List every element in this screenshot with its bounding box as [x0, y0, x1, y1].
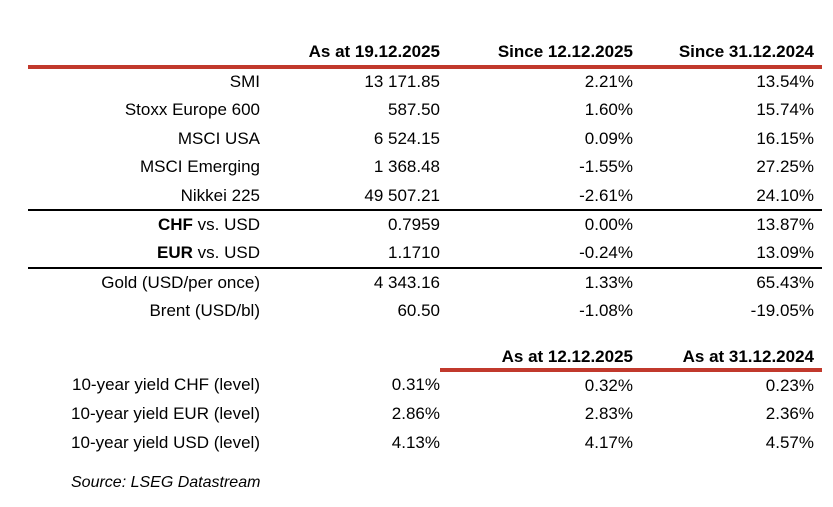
label-bold-part: EUR — [157, 242, 193, 262]
header-spacer — [28, 39, 260, 69]
since-week-cell: 0.09% — [584, 128, 633, 148]
level-cell: 60.50 — [397, 300, 440, 320]
level-cell: 4 343.16 — [260, 266, 440, 297]
level-cell: 587.50 — [388, 100, 440, 120]
label-cell: 10-year yield CHF (level) — [72, 374, 260, 394]
since-ytd-cell: 13.87% — [633, 209, 822, 240]
since-ytd-cell: 27.25% — [756, 157, 814, 177]
label-cell: SMI — [28, 67, 260, 96]
since-week-cell: 1.33% — [440, 266, 633, 297]
label-text: vs. USD — [192, 242, 260, 262]
main-table-header-row: As at 19.12.2025 Since 12.12.2025 Since … — [28, 39, 822, 69]
table-row-yield-usd: 10-year yield USD (level) 4.13% 4.17% 4.… — [28, 428, 822, 457]
since-week-cell: 2.21% — [584, 72, 633, 92]
label-cell: CHF vs. USD — [28, 209, 260, 240]
label-text: MSCI Emerging — [140, 157, 260, 177]
since-ytd-cell: 13.54% — [756, 72, 814, 92]
since-week-cell: -1.08% — [579, 300, 633, 320]
level-cell: 0.7959 — [260, 209, 440, 240]
table-row-smi: SMI 13 171.85 2.21% 13.54% — [28, 67, 822, 96]
since-ytd-cell: 65.43% — [633, 266, 822, 297]
since-week-cell: -0.24% — [579, 242, 633, 262]
label-text: Brent (USD/bl) — [149, 300, 260, 320]
level-cell: 2.86% — [391, 403, 440, 423]
since-week-cell: -2.61% — [579, 185, 633, 205]
header-spacer — [260, 346, 440, 370]
source-note: Source: LSEG Datastream — [71, 474, 261, 491]
since-ytd-cell: 15.74% — [756, 100, 814, 120]
column-header-since-week: Since 12.12.2025 — [440, 39, 633, 69]
label-cell: Stoxx Europe 600 — [28, 96, 260, 125]
label-bold-part: CHF — [157, 215, 193, 235]
year-end-cell: 2.36% — [765, 403, 814, 423]
table-row-chf-usd: CHF vs. USD 0.7959 0.00% 13.87% — [28, 209, 822, 240]
label-cell: 10-year yield USD (level) — [71, 432, 260, 452]
label-text: vs. USD — [192, 215, 260, 235]
level-cell: 4.13% — [391, 432, 440, 452]
label-cell: Gold (USD/per once) — [28, 266, 260, 297]
since-week-cell: 0.00% — [440, 209, 633, 240]
column-header-since-ytd: Since 31.12.2024 — [633, 39, 822, 69]
table-row-brent: Brent (USD/bl) 60.50 -1.08% -19.05% — [28, 297, 822, 326]
yields-table-header-row: As at 12.12.2025 As at 31.12.2024 — [28, 346, 822, 372]
table-row-msci-emerging: MSCI Emerging 1 368.48 -1.55% 27.25% — [28, 153, 822, 182]
since-ytd-cell: 13.09% — [756, 242, 814, 262]
level-cell: 49 507.21 — [364, 185, 440, 205]
table-row-yield-chf: 10-year yield CHF (level) 0.31% 0.32% 0.… — [28, 370, 822, 399]
column-header-prev-week: As at 12.12.2025 — [440, 346, 633, 372]
label-text: MSCI USA — [177, 128, 260, 148]
label-cell: Brent (USD/bl) — [28, 297, 260, 326]
level-cell: 1.1710 — [388, 242, 440, 262]
level-cell: 6 524.15 — [373, 128, 440, 148]
since-week-cell: -1.55% — [579, 157, 633, 177]
label-text: SMI — [229, 72, 260, 92]
label-text: Nikkei 225 — [180, 185, 260, 205]
prev-week-cell: 4.17% — [584, 432, 633, 452]
level-cell: 1 368.48 — [373, 157, 440, 177]
table-row-gold: Gold (USD/per once) 4 343.16 1.33% 65.43… — [28, 266, 822, 297]
table-row-eur-usd: EUR vs. USD 1.1710 -0.24% 13.09% — [28, 239, 822, 268]
level-cell: 0.31% — [391, 374, 440, 394]
label-cell: EUR vs. USD — [28, 239, 260, 268]
label-text: Gold (USD/per once) — [101, 272, 260, 292]
prev-week-cell: 2.83% — [584, 403, 633, 423]
header-spacer — [28, 346, 260, 370]
bond-yields-table: As at 12.12.2025 As at 31.12.2024 10-yea… — [28, 346, 822, 457]
label-cell: Nikkei 225 — [28, 182, 260, 211]
since-ytd-cell: 24.10% — [756, 185, 814, 205]
label-cell: 10-year yield EUR (level) — [71, 403, 260, 423]
column-header-level: As at 19.12.2025 — [260, 39, 440, 69]
year-end-cell: 4.57% — [765, 432, 814, 452]
label-cell: MSCI USA — [28, 124, 260, 153]
label-cell: MSCI Emerging — [28, 153, 260, 182]
label-text: Stoxx Europe 600 — [124, 100, 260, 120]
table-row-yield-eur: 10-year yield EUR (level) 2.86% 2.83% 2.… — [28, 399, 822, 428]
year-end-cell: 0.23% — [765, 375, 814, 395]
prev-week-cell: 0.32% — [584, 375, 633, 395]
market-performance-table: As at 19.12.2025 Since 12.12.2025 Since … — [28, 39, 822, 325]
since-ytd-cell: 16.15% — [756, 128, 814, 148]
table-row-nikkei-225: Nikkei 225 49 507.21 -2.61% 24.10% — [28, 182, 822, 211]
table-row-msci-usa: MSCI USA 6 524.15 0.09% 16.15% — [28, 124, 822, 153]
since-week-cell: 1.60% — [584, 100, 633, 120]
column-header-year-end: As at 31.12.2024 — [633, 346, 822, 372]
table-row-stoxx-europe-600: Stoxx Europe 600 587.50 1.60% 15.74% — [28, 96, 822, 125]
level-cell: 13 171.85 — [364, 72, 440, 92]
since-ytd-cell: -19.05% — [750, 300, 814, 320]
